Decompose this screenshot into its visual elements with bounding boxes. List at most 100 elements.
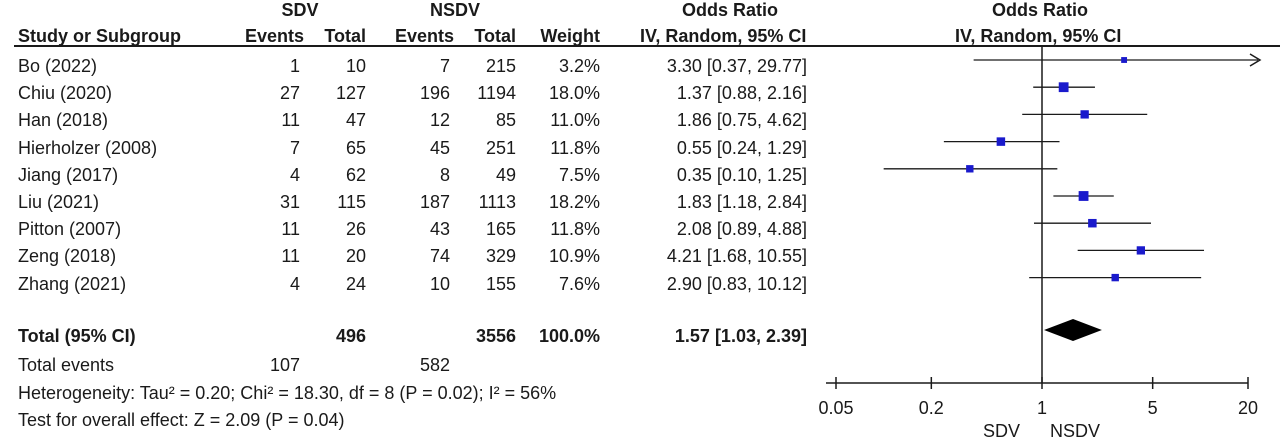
total1-cell: 127 [335,83,366,104]
ci-cell: 0.55 [0.24, 1.29] [676,137,807,158]
study-name: Han (2018) [18,110,109,131]
total2-cell: 49 [495,164,516,185]
total-row-label: Total (95% CI) [18,326,136,346]
events1-cell: 1 [289,56,300,76]
total2-cell: 1194 [477,83,516,104]
header-underline [14,45,1280,47]
events2-cell: 10 [429,273,450,294]
events2-cell: 45 [429,137,450,158]
study-square [1080,110,1089,119]
total1-cell: 115 [337,192,366,212]
study-name: Pitton (2007) [18,219,122,240]
total-row-weight: 100.0% [538,326,600,346]
total1-cell: 65 [345,137,366,158]
favours-left-label: SDV [983,421,1020,438]
total2-cell: 165 [485,219,516,240]
total1-cell: 24 [345,273,366,294]
total1-cell: 47 [345,110,366,131]
x-axis-tick-label: 5 [1148,398,1158,418]
study-square [1111,273,1119,282]
total2-cell: 251 [485,137,516,158]
total-row-total2: 3556 [475,326,516,346]
total2-cell: 215 [485,56,516,76]
total1-cell: 62 [345,164,366,185]
weight-cell: 18.2% [548,192,600,212]
weight-cell: 7.6% [558,273,600,294]
study-name: Liu (2021) [18,192,100,212]
ci-cell: 1.83 [1.18, 2.84] [676,192,807,212]
total1-cell: 10 [345,56,366,76]
weight-cell: 10.9% [548,246,600,267]
x-axis-tick-label: 0.2 [919,398,944,418]
heterogeneity-text: Heterogeneity: Tau² = 0.20; Chi² = 18.30… [18,383,557,403]
ci-cell: 4.21 [1.68, 10.55] [666,246,807,267]
study-square [1088,218,1097,228]
overall-effect-text: Test for overall effect: Z = 2.09 (P = 0… [18,410,345,430]
total1-cell: 20 [345,246,366,267]
events2-cell: 12 [429,110,450,131]
total1-header: Total [324,26,366,46]
events1-cell: 4 [289,164,300,185]
weight-header: Weight [540,26,600,46]
ci-cell: 1.86 [0.75, 4.62] [676,110,807,131]
study-column-header: Study or Subgroup [18,26,181,46]
method-column-header: IV, Random, 95% CI [640,26,807,46]
events1-cell: 11 [281,246,300,267]
total2-header: Total [474,26,516,46]
ci-cell: 3.30 [0.37, 29.77] [666,56,807,76]
study-square [1136,246,1145,255]
weight-cell: 18.0% [548,83,600,104]
study-square [996,137,1006,146]
total-events2: 582 [419,355,450,375]
group1-header: SDV [281,0,319,20]
x-axis-tick-label: 0.05 [818,398,853,418]
events2-cell: 74 [429,246,450,267]
study-square [1078,191,1089,201]
events1-cell: 7 [289,137,300,158]
total2-cell: 155 [485,273,516,294]
events1-cell: 4 [289,273,300,294]
total2-cell: 85 [495,110,516,131]
study-name: Hierholzer (2008) [18,137,158,158]
method-plot-header: IV, Random, 95% CI [955,26,1122,46]
weight-cell: 11.8% [550,137,600,158]
events1-cell: 27 [279,83,300,104]
study-name: Jiang (2017) [18,164,119,185]
study-name: Chiu (2020) [18,83,113,104]
total-row-total1: 496 [335,326,366,346]
events1-cell: 11 [281,219,300,240]
ci-cell: 1.37 [0.88, 2.16] [676,83,807,104]
study-name: Bo (2022) [18,56,98,76]
ci-cell: 2.08 [0.89, 4.88] [676,219,807,240]
total2-cell: 1113 [478,192,516,212]
x-axis-tick-label: 1 [1037,398,1047,418]
group2-header: NSDV [429,0,480,20]
events2-cell: 8 [439,164,450,185]
total-events-label: Total events [18,355,115,375]
favours-right-label: NSDV [1050,421,1100,438]
events1-cell: 31 [279,192,300,212]
ci-cell: 2.90 [0.83, 10.12] [666,273,807,294]
total2-cell: 329 [485,246,516,267]
x-axis-tick-label: 20 [1238,398,1258,418]
odds-ratio-column-header: Odds Ratio [681,0,778,20]
weight-cell: 7.5% [558,164,600,185]
total-events1: 107 [269,355,300,375]
ci-cell: 0.35 [0.10, 1.25] [676,164,807,185]
study-square [966,165,974,173]
total-row-ci: 1.57 [1.03, 2.39] [674,326,807,346]
study-square [1121,57,1128,63]
study-square [1058,82,1069,93]
events2-cell: 187 [419,192,450,212]
weight-cell: 11.0% [550,110,600,131]
total1-cell: 26 [345,219,366,240]
events2-cell: 7 [439,56,450,76]
weight-cell: 11.8% [550,219,600,240]
odds-ratio-plot-header: Odds Ratio [991,0,1088,20]
events1-cell: 11 [281,110,300,131]
events2-cell: 196 [419,83,450,104]
events2-cell: 43 [429,219,450,240]
events2-header: Events [394,26,454,46]
summary-diamond [1044,319,1102,341]
study-name: Zeng (2018) [18,246,117,267]
